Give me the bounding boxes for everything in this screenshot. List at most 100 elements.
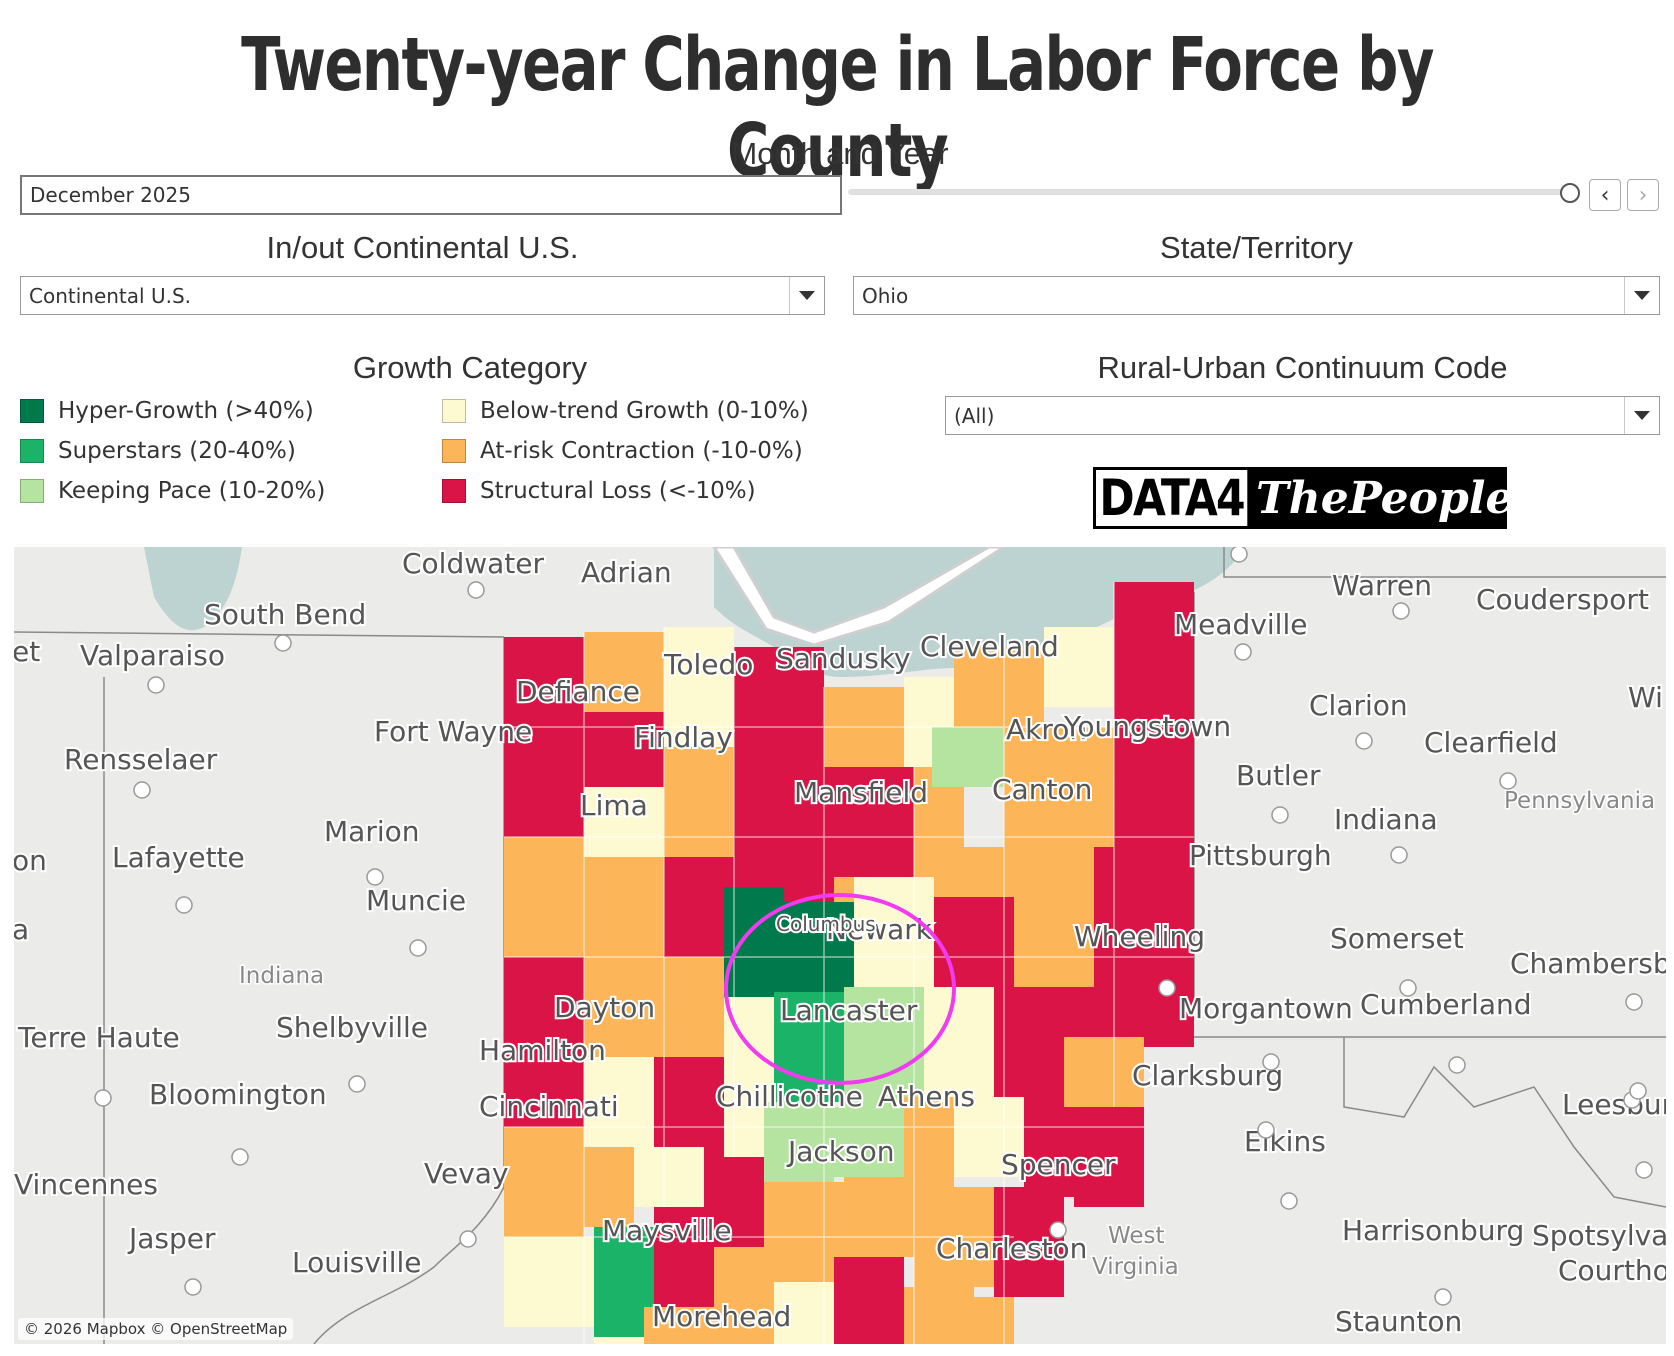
county[interactable] xyxy=(584,957,654,1057)
county[interactable] xyxy=(1044,627,1114,707)
county[interactable] xyxy=(654,1207,714,1307)
county[interactable] xyxy=(734,647,824,797)
county[interactable] xyxy=(634,1147,704,1207)
city-label: Marion xyxy=(324,815,419,848)
county[interactable] xyxy=(904,1287,974,1344)
legend-item-superstars[interactable]: Superstars (20-40%) xyxy=(20,438,296,464)
month-year-slider-handle[interactable] xyxy=(1560,183,1580,203)
state-label: State/Territory xyxy=(1160,230,1353,265)
ohio-counties[interactable] xyxy=(504,582,1194,1344)
city-label: Warren xyxy=(1332,569,1432,602)
county[interactable] xyxy=(954,647,1044,727)
county[interactable] xyxy=(854,877,934,987)
county[interactable] xyxy=(504,957,584,1127)
city-label: Jackson xyxy=(786,1135,895,1168)
county[interactable] xyxy=(654,957,724,1057)
county[interactable] xyxy=(974,1297,1014,1344)
county[interactable] xyxy=(724,887,784,997)
continental-label: In/out Continental U.S. xyxy=(266,230,579,265)
city-label: Wi xyxy=(1628,681,1663,714)
county[interactable] xyxy=(1094,847,1194,1047)
county[interactable] xyxy=(844,987,924,1107)
city-label: Bloomington xyxy=(149,1078,327,1111)
city-label: Rensselaer xyxy=(64,743,218,776)
city-label: Coldwater xyxy=(402,547,544,580)
county[interactable] xyxy=(954,1097,1024,1177)
county[interactable] xyxy=(584,1057,654,1147)
county[interactable] xyxy=(714,1327,774,1344)
legend-item-below-trend[interactable]: Below-trend Growth (0-10%) xyxy=(442,398,809,424)
city-label: Jasper xyxy=(127,1222,216,1255)
city-label: Adrian xyxy=(581,556,672,589)
city-label: Meadville xyxy=(1174,608,1307,641)
county[interactable] xyxy=(1114,582,1194,812)
county[interactable] xyxy=(584,787,664,857)
county[interactable] xyxy=(764,1182,844,1282)
legend-item-keeping-pace[interactable]: Keeping Pace (10-20%) xyxy=(20,478,325,504)
county[interactable] xyxy=(1004,847,1094,987)
city-label: Fort Wayne xyxy=(374,715,532,748)
city-label: Elkins xyxy=(1244,1125,1326,1158)
rucc-select[interactable]: (All) xyxy=(945,396,1660,435)
legend-label: Structural Loss (<-10%) xyxy=(480,478,756,504)
data4thepeople-logo: DATA4 ThePeople xyxy=(1093,467,1507,529)
city-label: Clarksburg xyxy=(1132,1059,1283,1092)
legend-swatch xyxy=(20,399,44,423)
legend-label: At-risk Contraction (-10-0%) xyxy=(480,438,803,464)
map-svg[interactable]: Indiana Pennsylvania West Virginia Coldw… xyxy=(14,547,1666,1344)
legend-swatch xyxy=(442,479,466,503)
county[interactable] xyxy=(654,1057,724,1157)
county[interactable] xyxy=(834,1107,904,1177)
county[interactable] xyxy=(584,1147,634,1227)
state-select[interactable]: Ohio xyxy=(853,276,1660,315)
city-label: Lancaster xyxy=(780,994,918,1027)
city-label: Maysville xyxy=(602,1214,732,1247)
legend-item-hyper-growth[interactable]: Hyper-Growth (>40%) xyxy=(20,398,314,424)
previous-month-button[interactable]: ‹ xyxy=(1589,179,1621,211)
county[interactable] xyxy=(664,747,734,857)
county[interactable] xyxy=(734,797,814,867)
county[interactable] xyxy=(784,902,854,992)
city-label: Findlay xyxy=(634,721,733,754)
next-month-button[interactable]: › xyxy=(1627,179,1659,211)
county[interactable] xyxy=(1074,1107,1144,1207)
logo-text-data4: DATA4 xyxy=(1096,470,1248,526)
chevron-down-icon[interactable] xyxy=(789,277,824,314)
county[interactable] xyxy=(1024,1107,1074,1197)
county[interactable] xyxy=(764,1102,834,1182)
lake-michigan xyxy=(144,547,242,631)
county[interactable] xyxy=(644,1307,714,1344)
county-map[interactable]: Indiana Pennsylvania West Virginia Coldw… xyxy=(14,547,1666,1344)
continental-select[interactable]: Continental U.S. xyxy=(20,276,825,315)
county[interactable] xyxy=(834,1257,904,1344)
city-label: Spencer xyxy=(1001,1148,1116,1181)
county[interactable] xyxy=(504,637,584,727)
county[interactable] xyxy=(904,1097,954,1187)
county[interactable] xyxy=(594,1337,644,1344)
county[interactable] xyxy=(584,712,664,787)
county[interactable] xyxy=(814,767,914,877)
county[interactable] xyxy=(844,1177,914,1257)
county[interactable] xyxy=(504,837,584,957)
county[interactable] xyxy=(504,1237,594,1327)
month-year-slider-track[interactable] xyxy=(848,189,1568,195)
county[interactable] xyxy=(504,1127,584,1237)
county[interactable] xyxy=(994,1187,1064,1297)
city-label: Somerset xyxy=(1330,922,1464,955)
map-attribution[interactable]: © 2026 Mapbox © OpenStreetMap xyxy=(18,1318,294,1340)
county[interactable] xyxy=(932,727,1004,787)
county[interactable] xyxy=(584,857,664,957)
chevron-down-icon[interactable] xyxy=(1624,397,1659,434)
county[interactable] xyxy=(584,632,664,712)
county[interactable] xyxy=(504,727,584,837)
legend-item-structural-loss[interactable]: Structural Loss (<-10%) xyxy=(442,478,756,504)
city-label: Valparaiso xyxy=(80,639,225,672)
legend-item-at-risk[interactable]: At-risk Contraction (-10-0%) xyxy=(442,438,803,464)
city-label: Cleveland xyxy=(920,630,1059,663)
month-year-label: Month and Year xyxy=(731,136,949,171)
county[interactable] xyxy=(1004,727,1114,847)
county[interactable] xyxy=(1064,1037,1144,1107)
month-year-input[interactable]: December 2025 xyxy=(20,175,842,215)
city-label: Wheeling xyxy=(1074,920,1205,953)
chevron-down-icon[interactable] xyxy=(1624,277,1659,314)
